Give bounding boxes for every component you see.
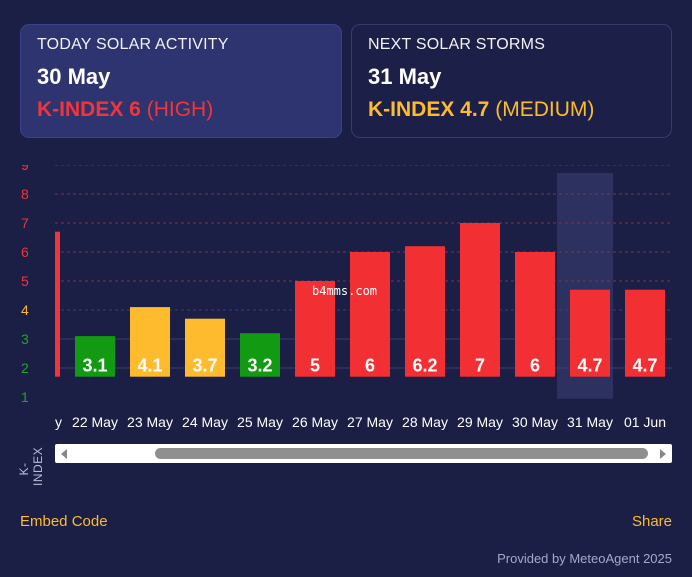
- bar: [460, 223, 500, 377]
- x-tick-label: 29 May: [457, 414, 503, 430]
- next-kindex-level: (MEDIUM): [495, 98, 595, 121]
- x-tick-label: 30 May: [512, 414, 558, 430]
- data-label: 5: [310, 356, 320, 376]
- next-card-kindex: K-INDEX 4.7 (MEDIUM): [368, 98, 655, 122]
- y-tick-label: 3: [21, 331, 29, 347]
- data-label: 6: [530, 356, 540, 376]
- x-tick-label: 01 Jun: [624, 414, 666, 430]
- data-label: 4.1: [137, 356, 162, 376]
- y-tick-label: 6: [21, 244, 29, 260]
- x-tick-label: 27 May: [347, 414, 393, 430]
- today-card-date: 30 May: [37, 64, 111, 89]
- bar: [295, 281, 335, 377]
- embed-code-link[interactable]: Embed Code: [20, 513, 108, 530]
- y-tick-label: 8: [21, 186, 29, 202]
- share-link[interactable]: Share: [631, 513, 672, 530]
- bar: [625, 289, 665, 377]
- today-kindex-value: K-INDEX 6: [37, 98, 141, 121]
- bar: [515, 252, 555, 377]
- kindex-bar-chart: 1 2 3 4 5 6 7 8 9 y 3.1 22 May 4.1 23 May 3.7 24 May 3.2…: [21, 165, 672, 430]
- edge-bar: [55, 231, 60, 377]
- today-solar-card: TODAY SOLAR ACTIVITY 30 May K-INDEX 6 (H…: [20, 24, 342, 138]
- x-tick-label: y: [55, 414, 62, 430]
- scrollbar-thumb[interactable]: [155, 448, 648, 459]
- today-card-title: TODAY SOLAR ACTIVITY: [37, 36, 229, 53]
- x-tick-label: 26 May: [292, 414, 338, 430]
- provided-by-text: Provided by MeteoAgent 2025: [497, 551, 672, 566]
- x-tick-label: 25 May: [237, 414, 283, 430]
- next-card-title: NEXT SOLAR STORMS: [368, 36, 546, 53]
- y-tick-label: 2: [21, 360, 29, 376]
- y-axis-label: K-INDEX: [17, 446, 45, 486]
- next-card-date: 31 May: [368, 64, 442, 89]
- data-label: 4.7: [632, 356, 657, 376]
- scroll-right-icon[interactable]: [660, 449, 666, 459]
- x-tick-label: 23 May: [127, 414, 173, 430]
- bar: [75, 336, 115, 377]
- bar: [405, 246, 445, 377]
- x-tick-label: 28 May: [402, 414, 448, 430]
- today-kindex-level: (HIGH): [146, 98, 214, 121]
- y-tick-label: 9: [21, 165, 29, 173]
- data-label: 4.7: [577, 356, 602, 376]
- data-label: 3.7: [192, 356, 217, 376]
- y-tick-label: 1: [21, 389, 29, 405]
- watermark: b4mms.com: [312, 284, 378, 298]
- bar: [350, 252, 390, 377]
- chart-scrollbar[interactable]: [55, 444, 672, 463]
- y-tick-label: 7: [21, 215, 29, 231]
- bar: [240, 333, 280, 377]
- x-tick-label: 24 May: [182, 414, 228, 430]
- y-tick-label: 5: [21, 273, 29, 289]
- next-storm-card: NEXT SOLAR STORMS 31 May K-INDEX 4.7 (ME…: [351, 24, 672, 138]
- data-label: 6.2: [412, 356, 437, 376]
- today-card-kindex: K-INDEX 6 (HIGH): [37, 98, 325, 122]
- data-label: 3.1: [82, 356, 107, 376]
- bar: [570, 289, 610, 377]
- data-label: 3.2: [247, 356, 272, 376]
- x-tick-label: 31 May: [567, 414, 613, 430]
- bar: [130, 307, 170, 377]
- y-tick-label: 4: [21, 302, 29, 318]
- data-label: 7: [475, 356, 485, 376]
- bar: [185, 318, 225, 377]
- x-tick-label: 22 May: [72, 414, 118, 430]
- data-label: 6: [365, 356, 375, 376]
- scroll-left-icon[interactable]: [61, 449, 67, 459]
- next-kindex-value: K-INDEX 4.7: [368, 98, 490, 121]
